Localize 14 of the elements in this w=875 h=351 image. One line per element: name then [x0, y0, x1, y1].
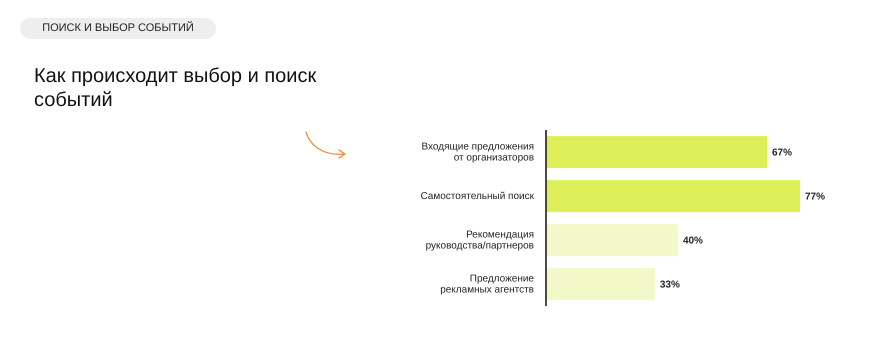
bar: [546, 136, 768, 168]
data-label: 33%: [660, 280, 680, 291]
y-tick-label: Самостоятельный поиск: [420, 190, 535, 202]
bar: [546, 180, 800, 212]
text: ПОИСК И ВЫБОР СОБЫТИЙ: [20, 18, 216, 39]
data-label: 77%: [805, 192, 826, 203]
data-label: 40%: [682, 236, 704, 247]
y-tick-label: Рекомендация руководства/партнеров: [426, 229, 534, 252]
y-tick-label: Предложение рекламных агентств: [440, 273, 534, 296]
text: Как происходит выбор и поиск событий: [34, 64, 318, 112]
bar: [546, 224, 678, 256]
y-tick-label: Входящие предложения от организаторов: [421, 141, 534, 164]
bar: [546, 268, 655, 300]
data-label: 67%: [772, 148, 792, 159]
